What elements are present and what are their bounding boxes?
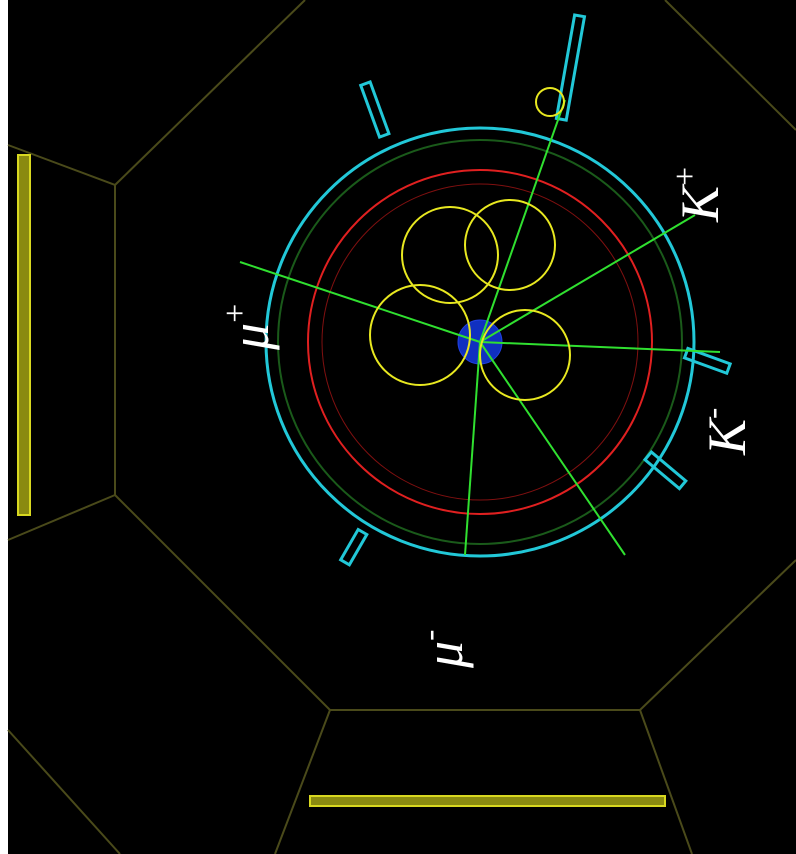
label-mu-plus: μ+ (217, 304, 280, 351)
track-curls (369, 87, 571, 401)
muon-chamber-hits (338, 13, 733, 567)
label-k-minus: K- (694, 408, 757, 456)
detector-outline (7, 0, 796, 854)
symbol: K (697, 416, 757, 456)
symbol: μ (220, 323, 280, 351)
symbol: K (670, 183, 730, 223)
label-k-plus: K+ (667, 167, 730, 223)
tracks (239, 99, 721, 556)
symbol: μ (414, 641, 474, 669)
charge: - (694, 408, 731, 419)
charge: - (411, 630, 448, 641)
particle-labels: μ+ μ- K+ K- (217, 167, 757, 669)
charge: + (667, 167, 704, 186)
charge: + (217, 304, 254, 323)
calorimeter-bars (17, 154, 666, 807)
label-mu-minus: μ- (411, 630, 474, 669)
